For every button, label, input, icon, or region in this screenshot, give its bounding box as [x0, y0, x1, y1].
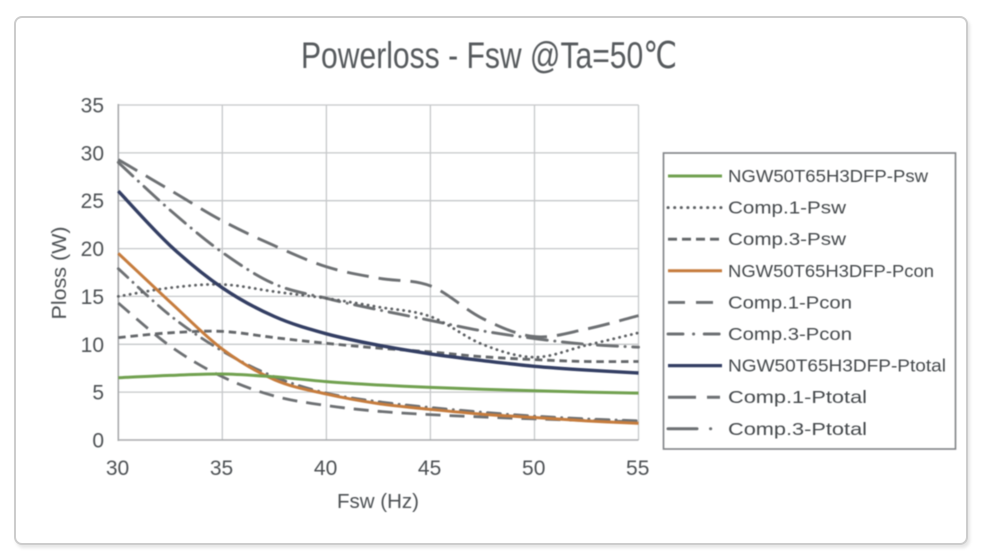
svg-text:30: 30	[106, 457, 129, 480]
svg-text:Comp.3-Ptotal: Comp.3-Ptotal	[728, 419, 867, 439]
svg-text:40: 40	[314, 457, 337, 480]
svg-text:NGW50T65H3DFP-Psw: NGW50T65H3DFP-Psw	[728, 166, 928, 186]
svg-text:5: 5	[92, 382, 104, 405]
svg-text:20: 20	[81, 238, 104, 261]
svg-text:Powerloss - Fsw @Ta=50℃: Powerloss - Fsw @Ta=50℃	[301, 35, 677, 76]
svg-text:0: 0	[92, 430, 104, 453]
svg-text:Comp.1-Ptotal: Comp.1-Ptotal	[728, 387, 867, 407]
svg-text:10: 10	[81, 334, 104, 357]
svg-text:Ploss (W): Ploss (W)	[49, 227, 71, 320]
svg-text:NGW50T65H3DFP-Ptotal: NGW50T65H3DFP-Ptotal	[728, 356, 946, 376]
svg-text:35: 35	[81, 95, 104, 118]
svg-text:35: 35	[210, 457, 233, 480]
svg-text:50: 50	[522, 457, 545, 480]
svg-text:Comp.3-Psw: Comp.3-Psw	[728, 229, 846, 249]
svg-text:Comp.1-Pcon: Comp.1-Pcon	[728, 292, 852, 312]
svg-text:Comp.1-Psw: Comp.1-Psw	[728, 198, 846, 218]
svg-text:Fsw (Hz): Fsw (Hz)	[337, 491, 419, 513]
svg-text:Comp.3-Pcon: Comp.3-Pcon	[728, 324, 852, 344]
svg-text:25: 25	[81, 190, 104, 213]
svg-text:45: 45	[418, 457, 441, 480]
svg-text:30: 30	[81, 142, 104, 165]
svg-text:NGW50T65H3DFP-Pcon: NGW50T65H3DFP-Pcon	[728, 261, 934, 281]
svg-text:15: 15	[81, 286, 104, 309]
svg-text:55: 55	[626, 457, 649, 480]
